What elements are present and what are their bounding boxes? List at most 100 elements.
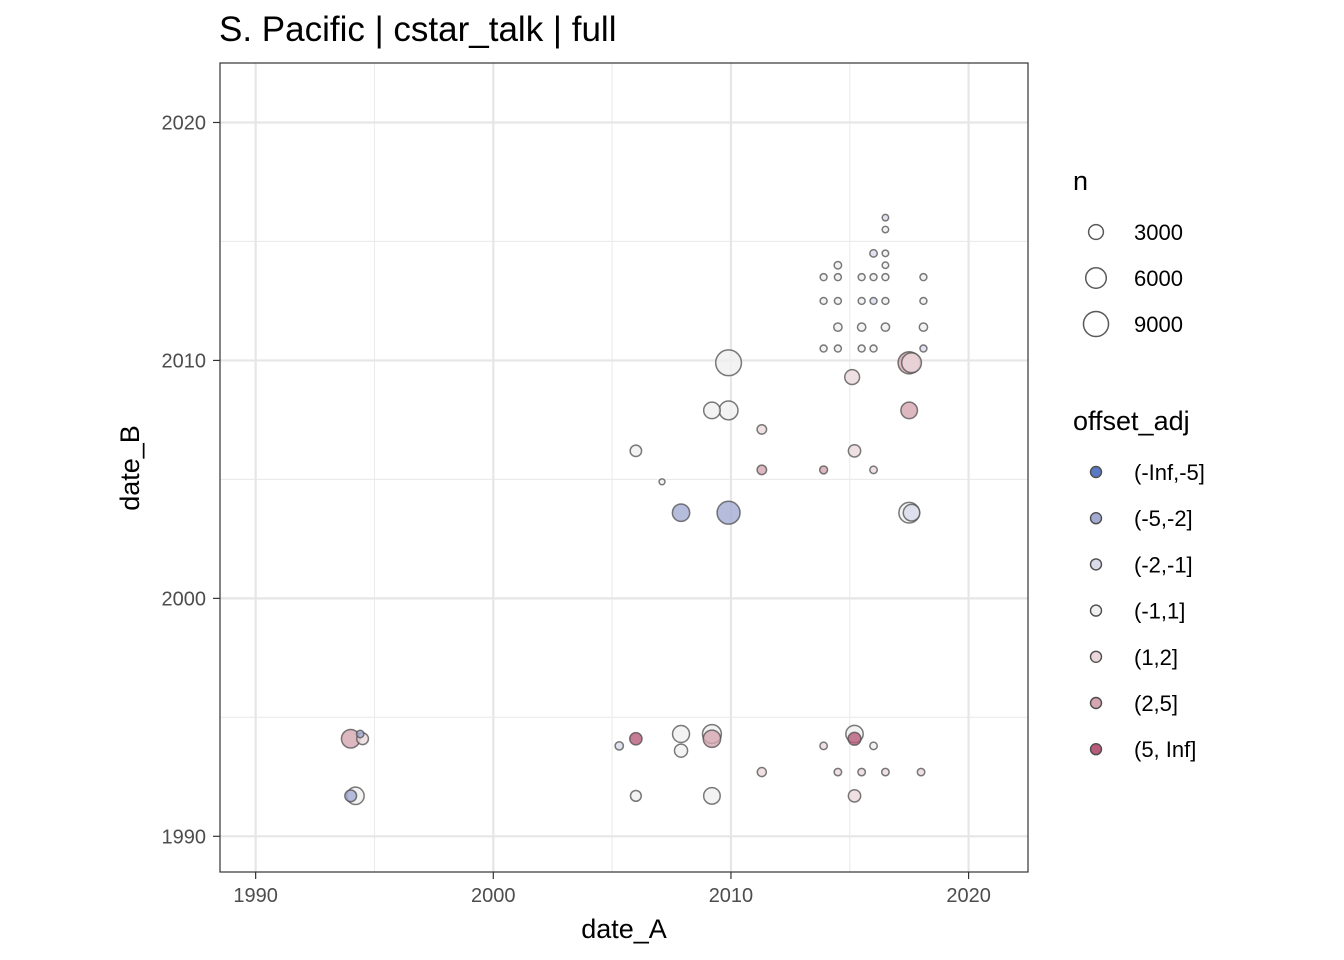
data-point [857, 296, 866, 306]
data-point [847, 788, 862, 803]
data-point [856, 322, 867, 333]
x-tick-label: 2010 [709, 885, 754, 907]
color-legend-key [1089, 558, 1103, 571]
color-legend-key [1089, 465, 1103, 479]
data-point [843, 368, 861, 386]
data-point [673, 743, 689, 758]
data-point [819, 741, 829, 751]
color-legend-key [1089, 512, 1103, 525]
data-point [614, 740, 625, 751]
y-axis: 1990 2000 2010 2020 [162, 112, 220, 848]
size-legend-label: 3000 [1134, 220, 1183, 245]
data-point [919, 272, 928, 282]
data-point [756, 766, 768, 778]
y-tick-label: 2010 [162, 350, 207, 372]
data-point [857, 344, 866, 353]
data-point [881, 249, 890, 258]
data-point [671, 724, 691, 744]
data-point [355, 729, 365, 739]
data-point [833, 260, 843, 270]
data-point [869, 248, 878, 258]
data-point [881, 261, 890, 270]
size-legend-label: 9000 [1134, 312, 1183, 337]
data-point [702, 729, 722, 749]
data-point [880, 767, 890, 777]
x-tick-label: 2020 [946, 885, 991, 907]
data-point [344, 789, 358, 803]
data-points [340, 213, 929, 806]
data-point [869, 741, 878, 751]
color-legend-title: offset_adj [1073, 406, 1190, 436]
size-legend-label: 6000 [1134, 266, 1183, 291]
color-legend-label: (2,5] [1134, 691, 1178, 716]
data-point [919, 296, 928, 306]
data-point [900, 352, 923, 374]
color-legend-key [1089, 743, 1103, 756]
data-point [714, 349, 743, 377]
data-point [881, 225, 890, 234]
data-point [918, 322, 929, 333]
data-point [756, 423, 768, 435]
data-point [857, 272, 866, 282]
y-tick-label: 1990 [162, 826, 207, 848]
color-legend-label: (-2,-1] [1134, 552, 1193, 577]
data-point [847, 731, 862, 746]
data-point [869, 344, 878, 353]
color-legend-label: (-5,-2] [1134, 506, 1193, 531]
data-point [833, 272, 843, 282]
size-legend-title: n [1073, 166, 1088, 196]
data-point [833, 344, 843, 353]
data-point [629, 789, 643, 803]
size-legend-key [1084, 266, 1108, 290]
data-point [819, 296, 828, 306]
data-point [628, 731, 643, 746]
data-point [869, 296, 878, 306]
data-point [819, 344, 828, 353]
data-point [718, 400, 739, 421]
data-point [847, 443, 862, 458]
size-legend-key [1087, 223, 1105, 241]
color-legend-label: (-1,1] [1134, 599, 1185, 624]
data-point [833, 767, 843, 777]
x-axis: 1990 2000 2010 2020 [233, 872, 991, 907]
data-point [702, 401, 721, 420]
y-axis-title: date_B [115, 425, 145, 511]
data-point [629, 444, 643, 458]
data-point [671, 503, 691, 523]
plot-panel-border [219, 62, 1029, 873]
major-gridlines [220, 63, 1028, 872]
size-legend-key [1082, 310, 1110, 338]
y-tick-label: 2020 [162, 112, 207, 134]
data-point [833, 296, 843, 306]
data-point [857, 767, 867, 777]
data-point [832, 322, 843, 333]
color-legend-label: (-Inf,-5] [1134, 460, 1205, 485]
data-point [818, 465, 829, 475]
chart-title: S. Pacific | cstar_talk | full [219, 10, 616, 49]
color-legend-key [1089, 604, 1103, 617]
x-axis-title: date_A [581, 914, 667, 944]
minor-gridlines [220, 63, 1028, 872]
data-point [702, 786, 721, 805]
plot-panel [220, 63, 1028, 872]
color-legend-label: (1,2] [1134, 645, 1178, 670]
color-legend-key [1089, 650, 1103, 663]
data-point [756, 464, 768, 476]
data-point [902, 503, 921, 522]
data-point [881, 272, 890, 282]
data-point [900, 401, 919, 420]
x-tick-label: 2000 [471, 885, 516, 907]
data-point [869, 272, 878, 282]
y-tick-label: 2000 [162, 588, 207, 610]
data-point [916, 767, 926, 777]
data-point [716, 500, 741, 525]
data-point [658, 478, 666, 486]
color-legend: offset_adj (-Inf,-5] (-5,-2] (-2,-1] (-1,1]… [1073, 406, 1205, 762]
color-legend-key [1089, 696, 1103, 710]
data-point [880, 322, 891, 333]
data-point [881, 213, 890, 222]
data-point [881, 296, 890, 306]
size-legend: n 3000 6000 9000 [1073, 166, 1183, 338]
data-point [919, 344, 928, 353]
